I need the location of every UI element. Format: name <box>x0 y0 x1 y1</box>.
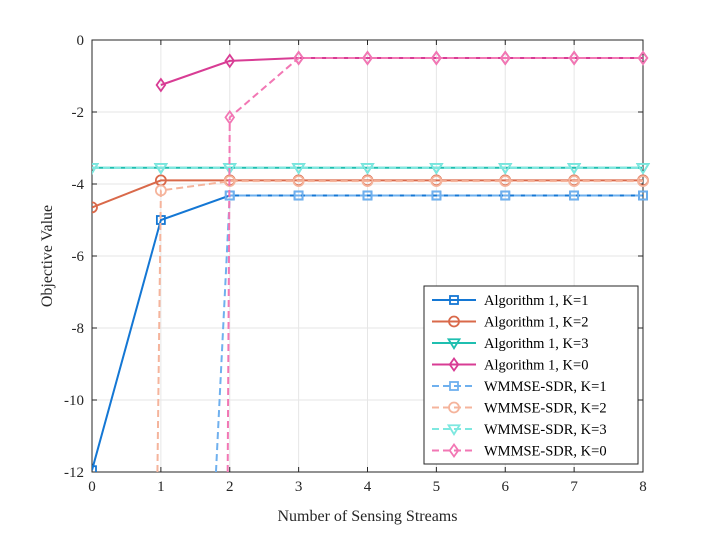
data-point <box>224 53 236 69</box>
legend-marker <box>448 442 460 459</box>
data-point <box>155 77 167 93</box>
legend-item: WMMSE-SDR, K=1 <box>432 379 607 395</box>
y-tick-label: -10 <box>64 393 84 409</box>
x-tick-label: 3 <box>295 479 303 495</box>
legend-item: Algorithm 1, K=2 <box>432 315 588 331</box>
data-point <box>569 190 580 201</box>
data-point <box>362 190 373 201</box>
data-point <box>499 175 512 188</box>
legend-label: WMMSE-SDR, K=3 <box>484 422 607 438</box>
legend-item: WMMSE-SDR, K=2 <box>432 401 607 417</box>
data-point <box>568 50 580 66</box>
legend-item: Algorithm 1, K=1 <box>432 293 588 309</box>
legend-box <box>423 285 639 465</box>
legend: Algorithm 1, K=1 Algorithm 1, K=2 Algorith… <box>423 285 639 465</box>
y-tick-label: -12 <box>64 465 84 481</box>
y-tick-label: -8 <box>72 321 85 337</box>
data-point <box>224 109 236 125</box>
data-point <box>293 190 304 201</box>
data-point <box>92 163 100 175</box>
x-tick-label: 4 <box>364 479 372 495</box>
series-layer <box>92 50 651 472</box>
x-tick-label: 5 <box>433 479 441 495</box>
data-point <box>637 175 649 188</box>
x-tick-label: 0 <box>88 479 96 495</box>
series-8 <box>224 50 649 472</box>
x-tick-label: 2 <box>226 479 234 495</box>
legend-marker <box>446 424 462 436</box>
legend-item: Algorithm 1, K=0 <box>432 356 588 374</box>
data-point <box>361 175 374 188</box>
series-6 <box>154 175 649 472</box>
data-point <box>500 190 511 201</box>
y-tick-label: -2 <box>72 105 85 121</box>
legend-item: WMMSE-SDR, K=3 <box>432 422 607 438</box>
legend-label: Algorithm 1, K=2 <box>484 315 588 331</box>
y-tick-label: -6 <box>72 249 85 265</box>
legend-label: Algorithm 1, K=1 <box>484 293 588 309</box>
data-point <box>223 175 236 188</box>
x-tick-label: 1 <box>157 479 165 495</box>
legend-marker <box>449 381 459 391</box>
data-point <box>567 163 582 175</box>
legend-marker <box>448 401 460 414</box>
data-point <box>637 50 649 66</box>
data-point <box>154 184 167 197</box>
data-point <box>222 163 237 175</box>
series-line <box>214 194 643 472</box>
y-axis-title: Objective Value <box>39 205 56 307</box>
data-point <box>92 201 98 214</box>
x-tick-label: 7 <box>570 479 578 495</box>
data-point <box>362 50 373 66</box>
legend-item: Algorithm 1, K=3 <box>432 336 588 352</box>
legend-label: Algorithm 1, K=3 <box>484 336 588 352</box>
data-point <box>291 163 306 175</box>
legend-label: WMMSE-SDR, K=1 <box>484 379 607 395</box>
data-point <box>153 163 168 175</box>
x-axis-title: Number of Sensing Streams <box>278 508 458 525</box>
series-line <box>156 180 643 472</box>
data-point <box>499 50 511 66</box>
data-point <box>568 175 581 188</box>
legend-label: WMMSE-SDR, K=0 <box>484 444 607 460</box>
data-point <box>92 465 97 472</box>
data-point <box>293 50 304 66</box>
data-point <box>638 190 648 201</box>
legend-marker <box>448 356 460 373</box>
series-line <box>226 57 643 472</box>
data-point <box>292 175 305 188</box>
x-tick-label: 8 <box>639 479 647 495</box>
y-tick-label: -4 <box>72 177 85 193</box>
x-tick-label: 6 <box>502 479 510 495</box>
data-point <box>635 163 651 175</box>
legend-label: WMMSE-SDR, K=2 <box>484 401 607 417</box>
data-point <box>431 190 442 201</box>
data-point <box>430 175 443 188</box>
legend-marker <box>448 315 460 328</box>
axes: 0 1 2 3 4 5 6 7 8 0 -2 -4 -6 -8 -10 -12 <box>64 33 647 495</box>
y-tick-label: 0 <box>77 33 85 49</box>
legend-item: WMMSE-SDR, K=0 <box>432 442 607 460</box>
legend-marker <box>446 338 462 350</box>
data-point <box>429 163 444 175</box>
data-point <box>360 163 375 175</box>
legend-marker <box>449 295 459 305</box>
data-point <box>431 50 442 66</box>
legend-label: Algorithm 1, K=0 <box>484 358 588 374</box>
data-point <box>498 163 513 175</box>
series-7 <box>92 163 651 175</box>
